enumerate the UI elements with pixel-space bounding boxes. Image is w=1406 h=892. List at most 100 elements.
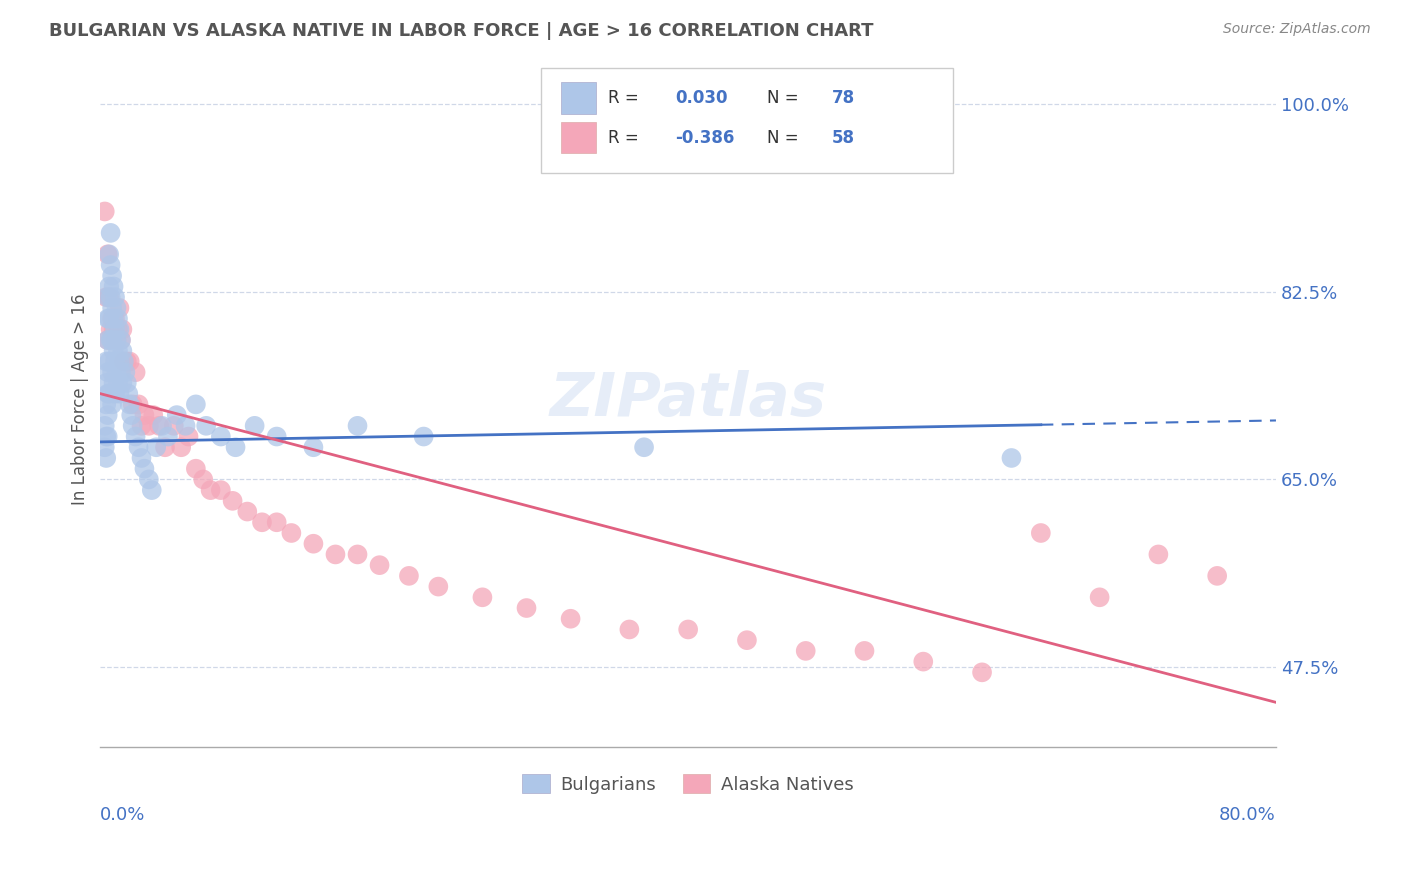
Point <box>128 440 150 454</box>
Text: -0.386: -0.386 <box>675 128 734 147</box>
Point <box>150 418 173 433</box>
Text: ZIPatlas: ZIPatlas <box>550 369 827 428</box>
Point <box>98 290 121 304</box>
Text: 0.030: 0.030 <box>675 89 728 107</box>
Point <box>108 322 131 336</box>
Point <box>128 397 150 411</box>
Point <box>138 472 160 486</box>
Point <box>912 655 935 669</box>
Point <box>97 365 120 379</box>
Point <box>112 354 135 368</box>
Point <box>97 333 120 347</box>
Point <box>115 354 138 368</box>
Point <box>110 333 132 347</box>
Point <box>200 483 222 497</box>
Point <box>108 301 131 315</box>
Point <box>107 343 129 358</box>
Point <box>515 601 537 615</box>
Point <box>104 322 127 336</box>
Point <box>97 333 120 347</box>
Point <box>121 397 143 411</box>
Point <box>96 429 118 443</box>
Point <box>94 440 117 454</box>
Point <box>108 386 131 401</box>
Point <box>103 322 125 336</box>
Point <box>101 365 124 379</box>
Legend: Bulgarians, Alaska Natives: Bulgarians, Alaska Natives <box>515 767 860 801</box>
Point <box>111 343 134 358</box>
Point <box>118 397 141 411</box>
Point <box>346 418 368 433</box>
Point <box>111 322 134 336</box>
Point <box>100 226 122 240</box>
Text: 80.0%: 80.0% <box>1219 806 1277 824</box>
Point <box>104 354 127 368</box>
Point <box>236 505 259 519</box>
Text: N =: N = <box>766 89 804 107</box>
Point <box>94 204 117 219</box>
Point <box>98 279 121 293</box>
Point <box>184 461 207 475</box>
Point <box>163 418 186 433</box>
Point <box>145 440 167 454</box>
Point <box>1088 591 1111 605</box>
Point <box>368 558 391 573</box>
Point <box>184 397 207 411</box>
Point <box>427 580 450 594</box>
Point <box>97 311 120 326</box>
Point <box>138 418 160 433</box>
Point <box>131 450 153 465</box>
Point <box>118 354 141 368</box>
Point <box>412 429 434 443</box>
Point <box>676 623 699 637</box>
Point <box>96 354 118 368</box>
Point <box>104 311 127 326</box>
Point <box>107 322 129 336</box>
Point <box>101 333 124 347</box>
Point <box>280 526 302 541</box>
Point <box>103 376 125 390</box>
Point <box>96 450 118 465</box>
Point <box>121 418 143 433</box>
Point <box>117 386 139 401</box>
Point <box>142 408 165 422</box>
Point <box>103 343 125 358</box>
Point <box>195 418 218 433</box>
Point <box>471 591 494 605</box>
Text: 0.0%: 0.0% <box>100 806 146 824</box>
Point <box>96 376 118 390</box>
Point <box>98 386 121 401</box>
Point <box>105 333 128 347</box>
Point <box>225 440 247 454</box>
Point <box>114 365 136 379</box>
Point <box>209 429 232 443</box>
FancyBboxPatch shape <box>561 122 596 153</box>
Point <box>560 612 582 626</box>
Point <box>148 418 170 433</box>
FancyBboxPatch shape <box>541 68 953 172</box>
Point <box>96 397 118 411</box>
Point <box>221 493 243 508</box>
Point <box>174 418 197 433</box>
Point <box>193 472 215 486</box>
Point <box>101 311 124 326</box>
Y-axis label: In Labor Force | Age > 16: In Labor Force | Age > 16 <box>72 293 89 505</box>
Point <box>97 429 120 443</box>
Point <box>112 354 135 368</box>
Point <box>104 386 127 401</box>
Point <box>302 537 325 551</box>
Point <box>970 665 993 680</box>
Point <box>100 290 122 304</box>
Point <box>124 365 146 379</box>
Point <box>97 408 120 422</box>
Point <box>134 461 156 475</box>
Point <box>100 322 122 336</box>
Point <box>1147 548 1170 562</box>
Point <box>97 290 120 304</box>
Point <box>209 483 232 497</box>
Point <box>110 365 132 379</box>
Point <box>794 644 817 658</box>
Point <box>243 418 266 433</box>
Point <box>120 408 142 422</box>
Point <box>853 644 876 658</box>
